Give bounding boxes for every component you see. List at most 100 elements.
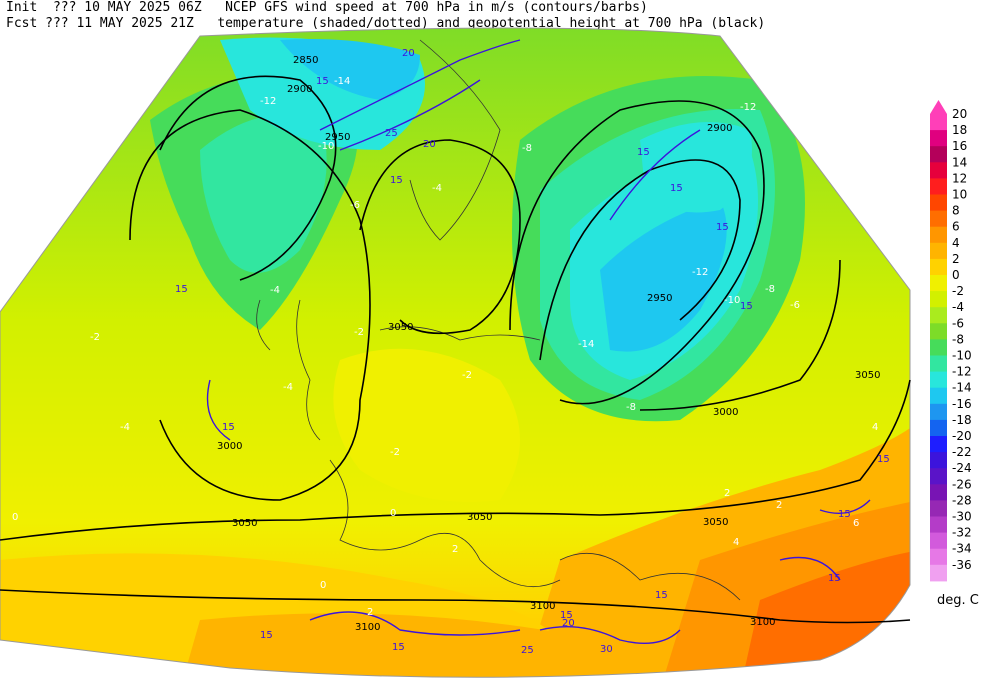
temp-label: -8 — [765, 284, 775, 295]
temp-label: -14 — [578, 339, 594, 350]
wind-label: 15 — [316, 76, 329, 87]
temp-label: -12 — [740, 102, 756, 113]
colorbar-tick-label: 14 — [952, 155, 967, 169]
colorbar-swatch — [930, 371, 947, 389]
temperature-shading — [0, 28, 910, 678]
temp-label: -14 — [334, 76, 350, 87]
wind-label: 25 — [385, 128, 398, 139]
temp-label: -4 — [283, 382, 293, 393]
init-time: Init ??? 10 MAY 2025 06Z — [6, 0, 202, 15]
colorbar-tick-label: -20 — [952, 429, 972, 443]
title-line-2: temperature (shaded/dotted) and geopoten… — [217, 16, 766, 31]
temp-label: -4 — [432, 183, 442, 194]
wind-label: 15 — [390, 175, 403, 186]
wind-label: 15 — [560, 610, 573, 621]
colorbar-tick-label: 0 — [952, 268, 960, 282]
height-label: 2900 — [707, 123, 732, 134]
wind-label: 15 — [260, 630, 273, 641]
temp-label: -2 — [90, 332, 100, 343]
colorbar-swatch — [930, 114, 947, 131]
wind-label: 15 — [637, 147, 650, 158]
height-label: 3000 — [713, 407, 738, 418]
temp-label: 0 — [12, 512, 18, 523]
colorbar-swatch — [930, 436, 947, 453]
map-boundary — [0, 27, 911, 678]
colorbar-tick-label: 18 — [952, 123, 967, 137]
colorbar-tick-label: -36 — [952, 558, 972, 572]
height-label: 2900 — [287, 84, 312, 95]
temp-label: -6 — [790, 300, 800, 311]
colorbar-swatch — [930, 307, 947, 324]
colorbar-tick-label: -8 — [952, 332, 964, 346]
height-label: 3100 — [530, 601, 555, 612]
temp-label: 0 — [390, 508, 396, 519]
colorbar-tick-label: -24 — [952, 461, 972, 475]
colorbar-tick-label: -6 — [952, 316, 964, 330]
height-labels: 2850 2900 2950 3050 3000 2900 2950 3050 … — [217, 55, 880, 633]
height-label: 2950 — [325, 132, 350, 143]
colorbar-swatch — [930, 452, 947, 469]
temp-label: -12 — [692, 267, 708, 278]
wind-label: 15 — [716, 222, 729, 233]
colorbar-swatch — [930, 532, 947, 550]
temp-label: -4 — [120, 422, 130, 433]
colorbar-arrow — [930, 100, 947, 114]
wind-label: 15 — [175, 284, 188, 295]
colorbar-tick-label: 2 — [952, 252, 960, 266]
wind-label: 15 — [655, 590, 668, 601]
colorbar-swatch — [930, 387, 947, 405]
colorbar-tick-label: -22 — [952, 445, 972, 459]
colorbar-tick-label: -30 — [952, 510, 972, 524]
colorbar-swatch — [930, 323, 947, 340]
forecast-time: Fcst ??? 11 MAY 2025 21Z — [6, 16, 194, 31]
wind-label: 20 — [562, 618, 575, 629]
colorbar-tick-label: -12 — [952, 365, 972, 379]
colorbar-swatch — [930, 275, 947, 292]
colorbar-tick-label: -16 — [952, 397, 972, 411]
height-label: 3100 — [355, 622, 380, 633]
colorbar-tick-label: -18 — [952, 413, 972, 427]
colorbar-tick-label: 16 — [952, 139, 967, 153]
colorbar-tick-label: -28 — [952, 493, 972, 507]
colorbar-tick-label: 10 — [952, 188, 967, 202]
colorbar-swatch — [930, 419, 947, 437]
colorbar-swatch — [930, 339, 947, 356]
colorbar-swatch — [930, 146, 947, 163]
temp-label: -2 — [390, 447, 400, 458]
colorbar-tick-label: -4 — [952, 300, 964, 314]
colorbar-swatch — [930, 162, 947, 179]
height-label: 2850 — [293, 55, 318, 66]
height-label: 3050 — [467, 512, 492, 523]
wind-label: 15 — [740, 301, 753, 312]
height-contours — [0, 75, 911, 624]
colorbar-tick-label: -10 — [952, 349, 972, 363]
wind-label: 30 — [600, 644, 613, 655]
height-label: 3000 — [217, 441, 242, 452]
colorbar: 20181614121086420-2-4-6-8-10-12-14-16-18… — [930, 100, 972, 582]
colorbar-tick-label: 8 — [952, 204, 960, 218]
colorbar-tick-label: -2 — [952, 284, 964, 298]
height-label: 3050 — [855, 370, 880, 381]
colorbar-tick-label: 6 — [952, 220, 960, 234]
colorbar-swatch — [930, 258, 947, 276]
colorbar-tick-label: -14 — [952, 381, 972, 395]
colorbar-tick-label: 12 — [952, 171, 967, 185]
temp-label: 4 — [733, 537, 739, 548]
colorbar-swatch — [930, 564, 947, 582]
height-label: 3050 — [388, 322, 413, 333]
wind-label: 15 — [828, 573, 841, 584]
temp-label: 0 — [320, 580, 326, 591]
colorbar-tick-label: 20 — [952, 107, 967, 121]
wind-label: 15 — [222, 422, 235, 433]
colorbar-swatch — [930, 242, 947, 260]
temp-label: -2 — [462, 370, 472, 381]
temp-label: -8 — [626, 402, 636, 413]
wind-label: 15 — [877, 454, 890, 465]
title-line-1: NCEP GFS wind speed at 700 hPa in m/s (c… — [225, 0, 648, 15]
colorbar-unit: deg. C — [937, 593, 979, 608]
colorbar-tick-label: -26 — [952, 477, 972, 491]
colorbar-swatch — [930, 178, 947, 195]
height-label: 2950 — [647, 293, 672, 304]
colorbar-tick-label: -34 — [952, 542, 972, 556]
